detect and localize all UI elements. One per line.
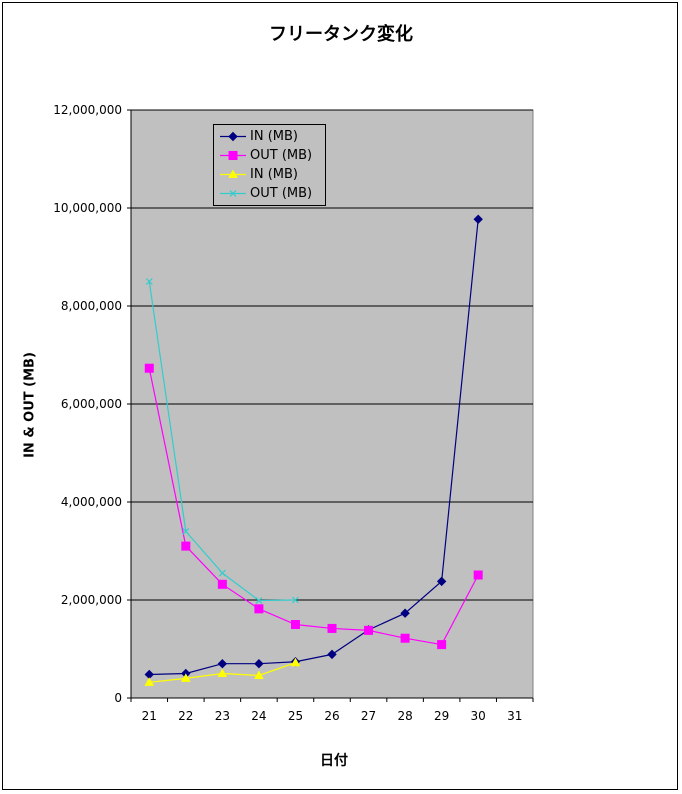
data-point (255, 597, 263, 604)
x-tick-label: 24 (251, 709, 266, 723)
x-tick-label: 23 (215, 709, 230, 723)
y-tick-label: 0 (114, 691, 122, 705)
y-tick-label: 10,000,000 (53, 201, 122, 215)
chart-title: フリータンク変化 (269, 24, 413, 45)
legend-marker (228, 169, 238, 178)
x-tick-label: 30 (471, 709, 486, 723)
y-tick-label: 4,000,000 (61, 495, 122, 509)
legend-item: OUT (MB) (214, 146, 325, 165)
data-point (144, 363, 154, 373)
y-axis-label: IN & OUT (MB) (22, 352, 38, 458)
x-tick-label: 26 (324, 709, 339, 723)
x-axis-label: 日付 (320, 753, 348, 769)
data-point (473, 570, 483, 580)
y-tick-label: 8,000,000 (61, 299, 122, 313)
data-point (254, 658, 264, 669)
data-point (290, 620, 300, 629)
legend-symbol-x (220, 190, 246, 197)
legend-marker (229, 190, 237, 197)
y-tick-label: 2,000,000 (61, 593, 122, 607)
x-tick-label: 31 (507, 709, 522, 723)
data-point (364, 625, 374, 635)
data-point (436, 576, 447, 587)
x-tick-label: 22 (178, 709, 193, 723)
legend-item: IN (MB) (214, 165, 325, 184)
x-tick-label: 25 (288, 709, 303, 723)
series-line (149, 219, 479, 676)
data-point (400, 608, 410, 618)
data-point (217, 579, 227, 589)
legend-marker (228, 131, 238, 142)
legend-symbol-triangle (220, 169, 246, 178)
data-point (218, 569, 226, 577)
data-point (290, 657, 301, 667)
data-point (327, 649, 337, 660)
legend-item: OUT (MB) (214, 184, 325, 203)
data-point (473, 214, 483, 224)
data-point (254, 670, 264, 679)
data-point (400, 633, 410, 643)
x-tick-label: 29 (434, 709, 449, 723)
data-point (145, 278, 153, 285)
legend-symbol-diamond (220, 131, 246, 142)
legend: IN (MB) OUT (MB) IN (MB) OUT (MB) (213, 124, 326, 206)
legend-label: IN (MB) (250, 167, 298, 182)
legend-item: IN (MB) (214, 127, 325, 146)
legend-label: OUT (MB) (250, 186, 313, 201)
legend-symbol-square (220, 151, 246, 160)
x-tick-label: 21 (142, 709, 157, 723)
data-point (254, 604, 264, 614)
data-point (217, 658, 228, 669)
series-line (148, 368, 479, 646)
x-tick-label: 28 (397, 709, 412, 723)
y-tick-label: 6,000,000 (61, 397, 122, 411)
data-point (180, 673, 191, 682)
legend-label: OUT (MB) (250, 148, 313, 163)
y-tick-label: 12,000,000 (53, 103, 122, 117)
data-point (182, 527, 190, 535)
data-point (144, 677, 155, 686)
data-point (181, 541, 191, 551)
data-point (292, 596, 299, 604)
data-point (217, 668, 228, 677)
legend-marker (228, 151, 238, 160)
x-tick-label: 27 (361, 709, 376, 723)
data-point (327, 623, 337, 633)
legend-label: IN (MB) (250, 129, 298, 144)
data-point (437, 640, 447, 650)
